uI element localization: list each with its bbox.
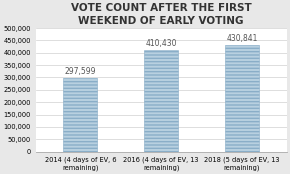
Text: 297,599: 297,599 <box>65 67 96 76</box>
Bar <box>225 45 259 152</box>
Title: VOTE COUNT AFTER THE FIRST
WEEKEND OF EARLY VOTING: VOTE COUNT AFTER THE FIRST WEEKEND OF EA… <box>71 3 251 26</box>
Bar <box>144 50 178 152</box>
Text: 430,841: 430,841 <box>226 34 258 43</box>
Bar <box>63 78 97 152</box>
Text: 410,430: 410,430 <box>145 39 177 48</box>
